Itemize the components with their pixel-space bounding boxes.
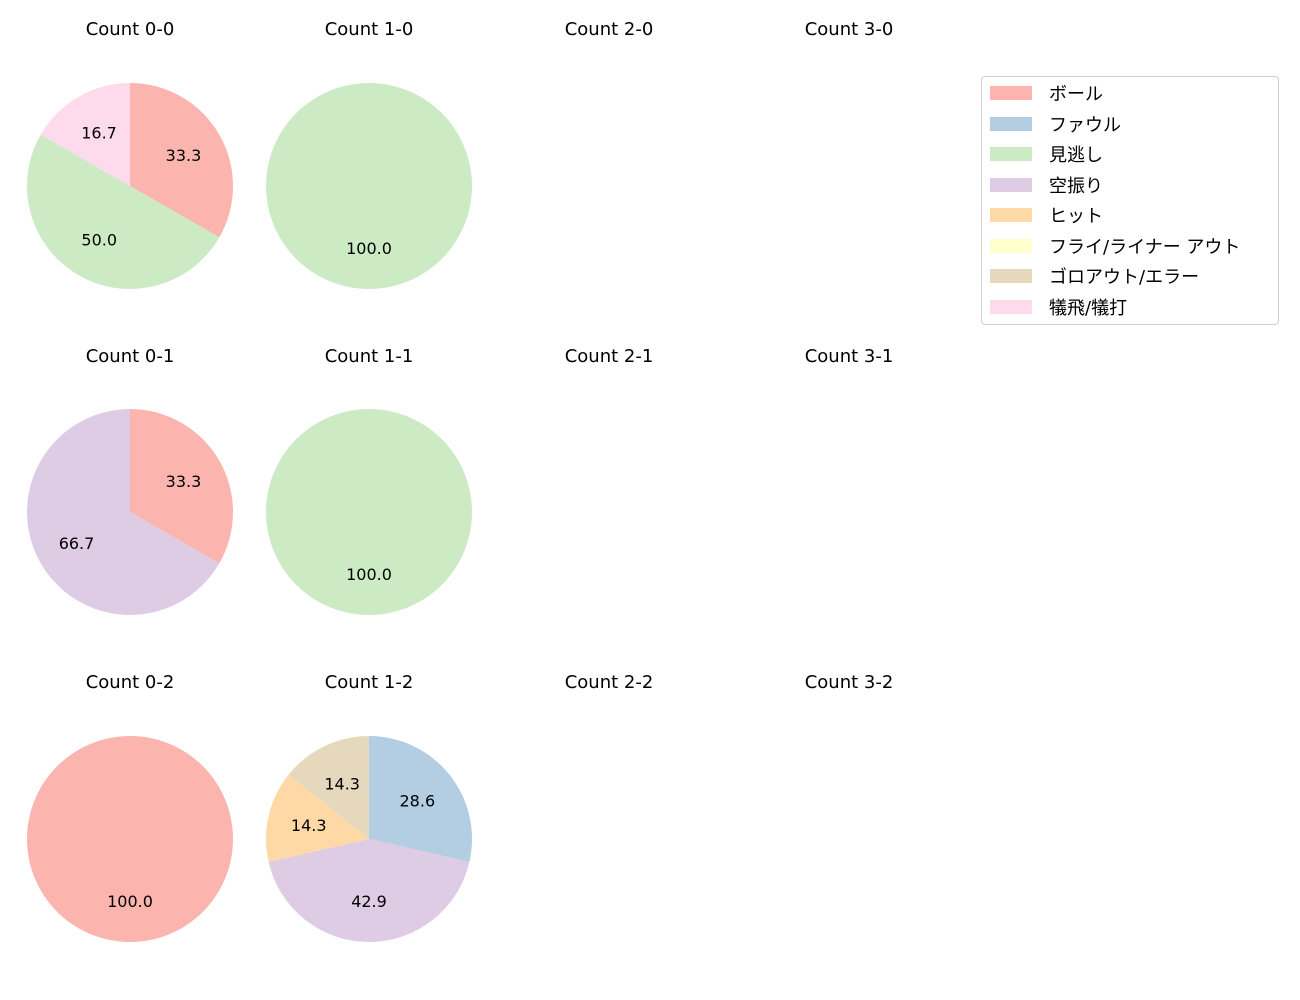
- subplot-title: Count 3-1: [805, 346, 894, 367]
- subplot-title: Count 3-2: [805, 672, 894, 693]
- slice-percent-label: 66.7: [59, 534, 95, 553]
- subplot-count-3-0: Count 3-0: [805, 19, 894, 40]
- legend-item: 犠飛/犠打: [990, 292, 1127, 322]
- legend-swatch: [990, 238, 1032, 253]
- slice-percent-label: 100.0: [346, 565, 392, 584]
- legend-item: フライ/ライナー アウト: [990, 231, 1240, 261]
- legend-swatch: [990, 208, 1032, 222]
- pie-slice: [27, 409, 220, 615]
- pie-slice: [265, 774, 369, 862]
- pie-slice: [369, 736, 472, 862]
- subplot-title: Count 1-0: [325, 19, 414, 40]
- pie-slice: [268, 839, 470, 943]
- legend-label: ヒット: [1049, 206, 1103, 227]
- slice-percent-label: 50.0: [81, 231, 117, 250]
- subplot-count-0-2: Count 0-2 100.0: [27, 672, 233, 942]
- slice-percent-label: 33.3: [166, 472, 202, 491]
- subplot-title: Count 0-2: [86, 672, 175, 693]
- subplot-count-2-2: Count 2-2: [565, 672, 654, 693]
- pie-slice: [266, 83, 472, 289]
- pie-slice: [288, 736, 369, 839]
- subplot-count-0-1: Count 0-1 33.3 66.7: [27, 346, 234, 615]
- legend-label: ゴロアウト/エラー: [1049, 267, 1200, 288]
- legend-swatch: [990, 299, 1032, 314]
- slice-percent-label: 33.3: [166, 146, 202, 165]
- subplot-title: Count 2-2: [565, 672, 654, 693]
- pie-slice: [40, 83, 130, 186]
- subplot-title: Count 2-0: [565, 19, 654, 40]
- slice-percent-label: 14.3: [324, 774, 360, 793]
- pie-slice: [27, 134, 220, 289]
- legend-label: 空振り: [1049, 175, 1103, 197]
- pie-slice: [130, 83, 234, 238]
- legend-item: 空振り: [990, 170, 1103, 200]
- legend-swatch: [990, 116, 1032, 131]
- legend-label: ボール: [1049, 84, 1103, 105]
- legend-swatch: [990, 147, 1032, 161]
- subplot-title: Count 2-1: [565, 346, 654, 367]
- slice-percent-label: 42.9: [351, 892, 387, 911]
- subplot-count-3-2: Count 3-2: [805, 672, 894, 693]
- subplot-count-2-0: Count 2-0: [565, 19, 654, 40]
- slice-percent-label: 16.7: [81, 124, 117, 143]
- pie-slice: [266, 409, 472, 615]
- slice-percent-label: 28.6: [400, 791, 436, 810]
- subplot-title: Count 1-2: [325, 672, 414, 693]
- legend-item: ファウル: [990, 109, 1121, 139]
- subplot-count-0-0: Count 0-0 33.3 50.0 16.7: [27, 19, 234, 289]
- legend-item: 見逃し: [990, 139, 1103, 169]
- legend: ボールファウル見逃し空振りヒットフライ/ライナー アウト ゴロアウト/エラー 犠飛/…: [981, 76, 1279, 325]
- legend-swatch: [990, 177, 1032, 192]
- legend-swatch: [990, 86, 1032, 100]
- subplot-count-1-1: Count 1-1 100.0: [266, 346, 472, 615]
- slice-percent-label: 100.0: [107, 892, 153, 911]
- legend-item: ヒット: [990, 200, 1103, 230]
- slice-percent-label: 14.3: [291, 816, 327, 835]
- legend-item: ゴロアウト/エラー: [990, 261, 1199, 291]
- legend-label: 犠飛/犠打: [1049, 297, 1128, 319]
- subplot-title: Count 3-0: [805, 19, 894, 40]
- subplot-count-1-0: Count 1-0 100.0: [266, 19, 472, 289]
- subplot-title: Count 1-1: [325, 346, 414, 367]
- pie-slice: [27, 736, 233, 942]
- legend-label: フライ/ライナー アウト: [1049, 236, 1241, 258]
- legend-swatch: [990, 269, 1032, 283]
- legend-label: ファウル: [1049, 114, 1121, 136]
- slice-percent-label: 100.0: [346, 239, 392, 258]
- subplot-title: Count 0-1: [86, 346, 175, 367]
- subplot-title: Count 0-0: [86, 19, 175, 40]
- legend-label: 見逃し: [1049, 145, 1103, 166]
- legend-item: ボール: [990, 78, 1103, 108]
- subplot-count-3-1: Count 3-1: [805, 346, 894, 367]
- subplot-count-1-2: Count 1-2 28.6 42.9 14.3 14.3: [265, 672, 472, 943]
- pie-slice: [130, 409, 234, 564]
- subplot-count-2-1: Count 2-1: [565, 346, 654, 367]
